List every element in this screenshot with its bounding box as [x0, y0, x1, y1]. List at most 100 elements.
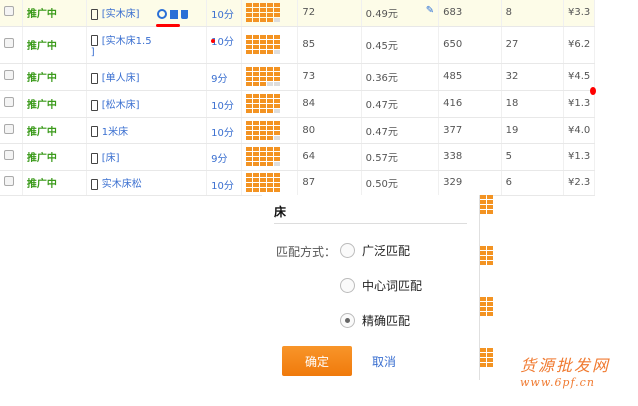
row-checkbox[interactable]: [4, 123, 14, 134]
status: 推广中: [22, 90, 87, 118]
quality-score-bar: [246, 147, 280, 166]
table-row: 推广中 [松木床] 10分 84 0.47元 416 18 ¥1.3: [0, 90, 595, 118]
mobile-icon: [90, 99, 98, 111]
radio-button[interactable]: [340, 243, 355, 258]
option-label: 中心词匹配: [362, 279, 423, 293]
value-1: 72: [297, 0, 362, 27]
status: 推广中: [22, 117, 87, 144]
bid-price[interactable]: 0.47元: [365, 100, 398, 111]
row-checkbox[interactable]: [4, 97, 14, 107]
cost: ¥1.3: [563, 143, 595, 171]
quality-score-bar: [246, 173, 280, 192]
background-quality-blocks: [480, 195, 493, 399]
match-type-popup: 床 匹配方式： 广泛匹配 中心词匹配 精确匹配 确定 取消: [262, 195, 480, 380]
value-3: 6: [501, 170, 565, 196]
watermark-line1: 货源批发网: [520, 356, 611, 375]
row-checkbox[interactable]: [4, 150, 14, 160]
keyword-link[interactable]: [实木床]: [101, 9, 140, 21]
value-2: 683: [438, 0, 502, 27]
quality-score-bar: [246, 67, 280, 86]
status: 推广中: [22, 0, 87, 27]
trash-icon[interactable]: [180, 9, 188, 19]
bid-price[interactable]: 0.57元: [365, 153, 398, 164]
row-checkbox[interactable]: [4, 6, 14, 17]
score: 10分: [206, 26, 242, 64]
quality-score-bar: [246, 35, 280, 54]
status: 推广中: [22, 63, 87, 91]
cost: ¥1.3: [563, 90, 595, 118]
keyword-link[interactable]: [床]: [101, 153, 120, 164]
confirm-button[interactable]: 确定: [282, 346, 352, 376]
bid-price[interactable]: 0.45元: [365, 41, 398, 52]
value-1: 64: [297, 143, 362, 171]
quality-score-bar: [246, 120, 280, 140]
radio-exact-match[interactable]: 精确匹配: [340, 312, 410, 329]
value-3: 8: [501, 0, 565, 27]
score: 9分: [206, 143, 242, 171]
divider: [274, 223, 467, 224]
value-2: 416: [438, 90, 502, 118]
value-1: 80: [297, 117, 362, 144]
value-2: 485: [438, 63, 502, 91]
keyword-link[interactable]: 1米床: [101, 126, 129, 138]
bid-price[interactable]: 0.50元: [365, 179, 398, 190]
table-row: 推广中 [实木床] 10分 72 0.49元 ✎ 683 8 ¥3.3: [0, 0, 595, 27]
cost: ¥2.3: [563, 170, 595, 196]
quality-score-bar: [246, 94, 280, 113]
bid-price[interactable]: 0.47元: [365, 126, 398, 138]
quality-score-bar: [246, 3, 280, 23]
value-1: 73: [297, 63, 362, 91]
keyword-link[interactable]: [实木床1.5: [101, 35, 152, 47]
value-2: 338: [438, 143, 502, 171]
radio-button[interactable]: [340, 313, 355, 328]
value-1: 85: [297, 26, 362, 64]
status: 推广中: [22, 143, 87, 171]
keyword-link[interactable]: [单人床]: [101, 73, 140, 84]
match-type-label: 匹配方式：: [276, 245, 337, 259]
row-checkbox[interactable]: [4, 38, 14, 48]
score: 9分: [206, 63, 242, 91]
keyword-link[interactable]: 实木床松: [101, 179, 142, 190]
value-3: 32: [501, 63, 565, 91]
value-2: 650: [438, 26, 502, 64]
row-checkbox[interactable]: [4, 176, 14, 186]
cancel-link[interactable]: 取消: [372, 355, 397, 369]
cost: ¥3.3: [563, 0, 595, 27]
quality-score-bar: [480, 246, 493, 265]
annotation-dot: [590, 87, 596, 95]
cost: ¥6.2: [563, 26, 595, 64]
target-icon[interactable]: [156, 9, 167, 20]
watermark: 货源批发网 www.6pf.cn: [520, 352, 610, 389]
mobile-icon: [90, 178, 98, 190]
radio-button[interactable]: [340, 278, 355, 293]
table-row: 推广中 [单人床] 9分 73 0.36元 485 32 ¥4.5: [0, 63, 595, 91]
mobile-icon: [90, 72, 98, 84]
option-label: 精确匹配: [362, 314, 411, 328]
row-checkbox[interactable]: [4, 70, 14, 80]
table-row: 推广中 实木床松 10分 87 0.50元 329 6 ¥2.3: [0, 170, 595, 196]
status: 推广中: [22, 26, 87, 64]
status: 推广中: [22, 170, 87, 196]
radio-broad-match[interactable]: 广泛匹配: [340, 242, 410, 259]
keyword-link[interactable]: [松木床]: [101, 100, 140, 111]
cost: ¥4.0: [563, 117, 595, 144]
bid-price[interactable]: 0.49元: [365, 9, 398, 21]
score: 10分: [206, 170, 242, 196]
keyword-table: 推广中 [实木床] 10分 72 0.49元 ✎ 683 8 ¥3.3 推广中 […: [0, 0, 595, 196]
score: 10分: [206, 0, 242, 27]
edit-icon[interactable]: ✎: [425, 5, 435, 17]
value-3: 19: [501, 117, 565, 144]
report-icon[interactable]: [169, 9, 178, 19]
table-row: 推广中 [实木床1.5] 10分 85 0.45元 650 27 ¥6.2: [0, 26, 595, 64]
quality-score-bar: [480, 348, 493, 367]
table-row: 推广中 [床] 9分 64 0.57元 338 5 ¥1.3: [0, 143, 595, 171]
mobile-icon: [90, 152, 98, 164]
value-1: 87: [297, 170, 362, 196]
bid-price[interactable]: 0.36元: [365, 73, 398, 84]
value-2: 377: [438, 117, 502, 144]
option-label: 广泛匹配: [362, 244, 411, 258]
radio-phrase-match[interactable]: 中心词匹配: [340, 277, 422, 294]
keyword-cont: ]: [90, 46, 95, 58]
annotation-dot: [211, 39, 215, 43]
value-3: 5: [501, 143, 565, 171]
